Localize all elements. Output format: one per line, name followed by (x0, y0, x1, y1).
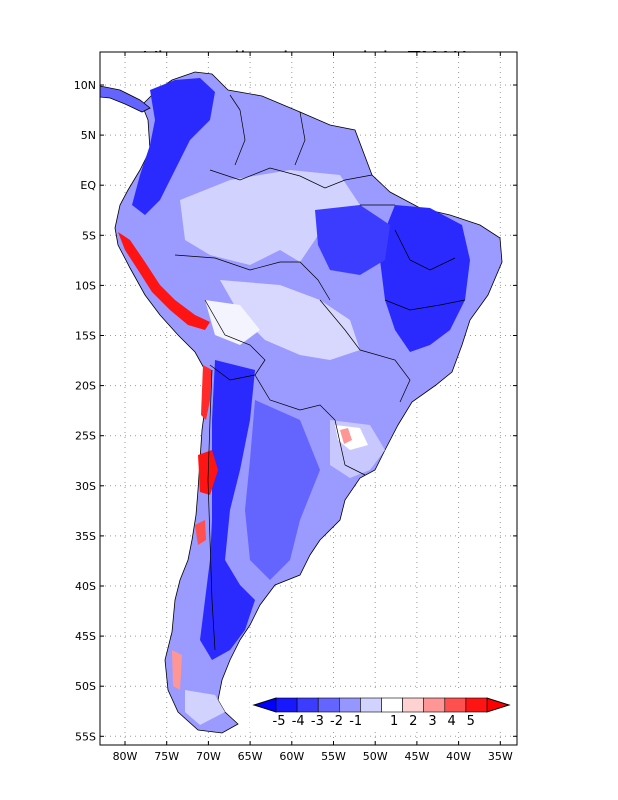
lon-tick-label: 55W (321, 750, 346, 763)
colorbar-label: -2 (330, 714, 343, 729)
colorbar-swatch (296, 697, 319, 713)
lat-tick-label: 5S (82, 229, 96, 242)
strong-negative-central (315, 205, 390, 275)
colorbar-label: -5 (273, 714, 286, 729)
positive-bias-south-brazil (340, 428, 352, 444)
central-america-landmass (100, 85, 151, 113)
strong-negative-northeast (380, 205, 470, 352)
colorbar-label: 5 (467, 714, 475, 729)
lat-tick-label: 15S (75, 330, 96, 343)
lon-tick-label: 35W (488, 750, 513, 763)
colorbar-label: 3 (428, 714, 436, 729)
lon-tick-label: 65W (238, 750, 263, 763)
lat-tick-label: 45S (75, 630, 96, 643)
country-borders (174, 94, 466, 651)
colorbar: -5 -4 -3 -2 -1 1 2 3 4 5 (250, 690, 514, 732)
colorbar-label: -3 (311, 714, 324, 729)
strong-negative-patagonia (200, 360, 255, 660)
lat-tick-label: 55S (75, 730, 96, 743)
strong-negative-andes-north (132, 78, 215, 215)
lat-tick-label: 50S (75, 680, 96, 693)
light-bias-region-tierra-del-fuego (185, 690, 225, 725)
colorbar-label: -1 (349, 714, 362, 729)
colorbar-label: 4 (447, 714, 455, 729)
colorbar-swatch (317, 697, 340, 713)
plot-frame (99, 51, 518, 746)
lon-tick-label: 40W (446, 750, 471, 763)
colorbar-swatch (275, 697, 298, 713)
lat-tick-label: EQ (80, 179, 96, 192)
colorbar-swatch (465, 697, 488, 713)
longitude-axis: 80W 75W 70W 65W 60W 55W 50W 45W 40W 35W (113, 52, 513, 763)
lat-tick-label: 5N (81, 129, 96, 142)
light-bias-region-amazon (180, 170, 360, 265)
lon-tick-label: 45W (404, 750, 429, 763)
colorbar-swatch (381, 697, 403, 713)
lon-tick-label: 50W (363, 750, 388, 763)
colorbar-swatch (444, 697, 467, 713)
positive-bias-chile-north (201, 365, 212, 420)
lon-tick-label: 75W (154, 750, 179, 763)
lat-tick-label: 10N (74, 79, 96, 92)
lat-tick-label: 25S (75, 430, 96, 443)
lat-tick-label: 20S (75, 380, 96, 393)
colorbar-label: 1 (390, 714, 398, 729)
positive-bias-chile-south (195, 520, 206, 545)
lat-tick-label: 40S (75, 580, 96, 593)
lat-tick-label: 30S (75, 480, 96, 493)
colorbar-swatch (360, 697, 382, 713)
white-region-bolivia (205, 300, 260, 345)
positive-bias-peru-coast (118, 232, 210, 330)
positive-bias-patagonia-coast (172, 650, 182, 690)
latitude-axis: 10N 5N EQ 5S 10S 15S 20S 25S 30S 35S 40S 45S 50S 55S (74, 79, 517, 743)
lat-tick-label: 10S (75, 279, 96, 292)
colorbar-swatch (338, 697, 361, 713)
colorbar-swatch (423, 697, 446, 713)
lat-tick-label: 35S (75, 530, 96, 543)
colorbar-label: 2 (409, 714, 417, 729)
moderate-negative-argentina (245, 400, 320, 580)
lon-tick-label: 60W (279, 750, 304, 763)
colorbar-swatch (402, 697, 425, 713)
colorbar-label: -4 (292, 714, 305, 729)
light-bias-region-central (220, 280, 360, 360)
lon-tick-label: 70W (196, 750, 221, 763)
lon-tick-label: 80W (113, 750, 138, 763)
